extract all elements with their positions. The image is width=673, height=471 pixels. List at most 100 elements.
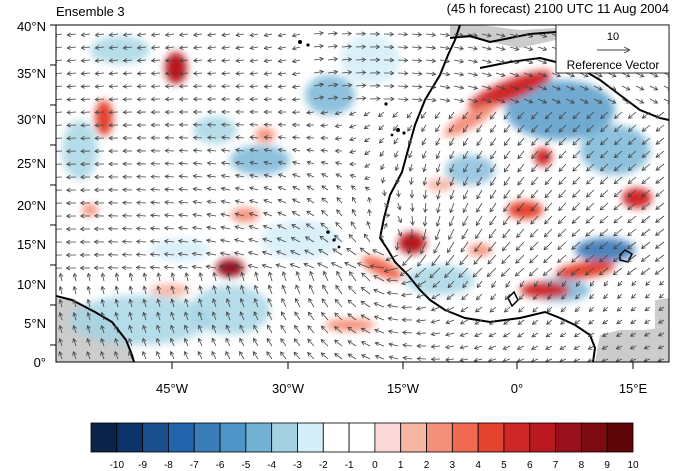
wind-vector-head — [360, 300, 366, 306]
colorbar: -10 -9 -8 -7 -6 -5 -4 -3 -2 -1 0 1 2 3 4 5 6 7 8 9 10 — [90, 422, 639, 471]
wind-vector — [327, 96, 338, 100]
wind-vector-head — [655, 140, 661, 145]
wind-vector — [248, 251, 259, 256]
wind-vector — [462, 124, 469, 133]
wind-vector — [439, 98, 450, 102]
wind-vector — [221, 33, 231, 36]
colorbar-box — [555, 422, 582, 453]
wind-vector — [613, 254, 623, 263]
wind-vector — [503, 189, 511, 199]
wind-vector-head — [80, 148, 85, 154]
wind-vector-head — [559, 332, 565, 338]
wind-vector-head — [184, 324, 189, 330]
wind-vector — [450, 163, 455, 173]
wind-vector-head — [198, 272, 204, 277]
wind-vector — [459, 254, 469, 265]
wind-vector — [574, 306, 581, 312]
lat-label: 5°N — [24, 316, 46, 331]
wind-vector — [560, 319, 567, 325]
wind-vector — [81, 59, 91, 62]
wind-vector — [95, 98, 105, 100]
colorbar-label: -7 — [190, 460, 199, 471]
wind-vector — [614, 176, 623, 185]
wind-vector-head — [503, 114, 509, 120]
wind-vector — [281, 311, 287, 321]
wind-vector-head — [192, 161, 198, 166]
wind-vector — [473, 254, 483, 265]
wind-vector-head — [249, 58, 255, 63]
wind-vector — [234, 252, 245, 256]
wind-vector-head — [641, 231, 646, 236]
wind-vector — [336, 185, 343, 191]
wind-vector-head — [191, 251, 197, 257]
wind-vector-head — [641, 140, 647, 145]
wind-vector-head — [263, 122, 269, 128]
wind-vector — [531, 150, 539, 159]
coastline-africa-west — [378, 25, 597, 362]
wind-vector — [250, 59, 259, 62]
wind-vector — [170, 312, 175, 321]
wind-vector — [278, 72, 287, 75]
wind-vector — [101, 325, 105, 334]
wind-vector — [95, 85, 105, 88]
wind-vector — [267, 311, 273, 321]
wind-vector — [645, 280, 651, 286]
wind-vector — [221, 136, 231, 139]
wind-vector-head — [421, 140, 426, 146]
wind-vector-head — [170, 311, 175, 317]
colorbar-label: -6 — [216, 460, 225, 471]
wind-vector-head — [290, 237, 296, 242]
wind-vector-head — [486, 33, 492, 38]
wind-vector — [645, 293, 651, 299]
wind-vector-head — [613, 205, 619, 211]
wind-vector — [278, 59, 287, 62]
wind-vector — [616, 345, 623, 350]
wind-vector-head — [613, 114, 619, 119]
wind-vector-head — [347, 44, 353, 49]
wind-vector — [321, 161, 329, 165]
wind-vector — [212, 298, 217, 308]
lat-label: 35°N — [17, 66, 46, 81]
wind-vector — [649, 98, 658, 104]
wind-vector — [264, 136, 273, 139]
wind-vector-head — [444, 357, 450, 362]
wind-vector — [349, 111, 357, 116]
wind-vector — [171, 285, 175, 295]
wind-vector — [394, 150, 399, 158]
wind-vector — [336, 197, 343, 204]
wind-vector-head — [625, 99, 631, 104]
wind-vector-head — [262, 211, 268, 217]
wind-vector-head — [178, 187, 183, 192]
wind-vector — [213, 285, 217, 295]
wind-vector — [558, 202, 567, 211]
wind-vector-head — [459, 85, 465, 90]
wind-vector-head — [558, 141, 564, 146]
wind-vector — [248, 238, 259, 243]
wind-vector — [462, 111, 469, 120]
wind-vector-head — [94, 45, 100, 50]
wind-vector-head — [473, 260, 478, 265]
wind-vector — [206, 265, 217, 269]
wind-vector — [421, 124, 427, 132]
wind-vector-head — [142, 285, 148, 291]
wind-vector-head — [156, 350, 161, 356]
wind-vector-head — [655, 231, 660, 236]
wind-vector — [439, 33, 450, 36]
wind-vector — [332, 248, 343, 256]
wind-vector-head — [192, 83, 198, 89]
wind-vector — [56, 150, 63, 152]
wind-vector-head — [262, 237, 268, 243]
wind-vector-head — [356, 262, 362, 267]
wind-vector — [206, 252, 217, 256]
wind-vector — [73, 299, 77, 308]
wind-vector — [585, 228, 595, 237]
wind-vector-head — [178, 58, 184, 63]
wind-vector — [586, 163, 595, 172]
wind-vector — [109, 33, 119, 36]
wind-vector — [490, 163, 497, 173]
wind-vector — [115, 273, 119, 282]
wind-vector — [655, 228, 665, 236]
wind-vector — [277, 224, 287, 230]
wind-vector — [417, 280, 427, 287]
wind-vector — [267, 298, 273, 308]
